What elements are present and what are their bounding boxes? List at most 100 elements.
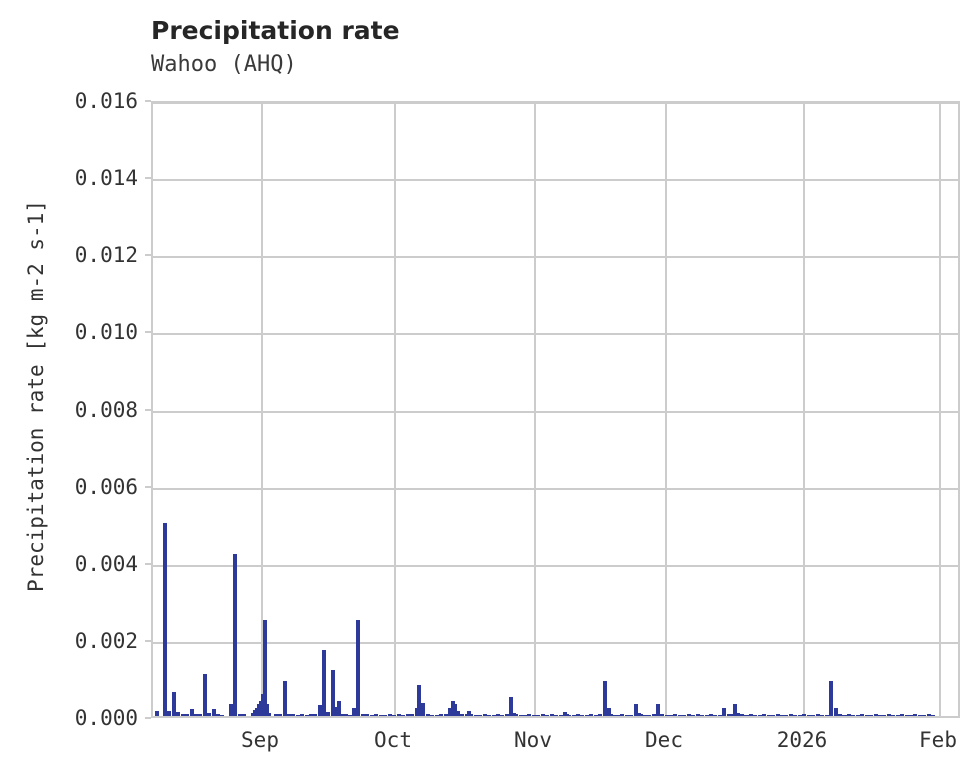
bar	[705, 714, 709, 716]
bar	[927, 714, 931, 716]
bar	[541, 714, 545, 716]
bar	[789, 714, 793, 716]
gridline-vertical	[261, 103, 263, 716]
gridline-horizontal	[153, 564, 958, 567]
bar	[190, 709, 194, 716]
y-tick-mark	[145, 408, 151, 411]
bar	[417, 685, 421, 716]
y-tick-label: 0.006	[74, 474, 138, 499]
x-tick-label: Nov	[514, 728, 552, 752]
bar	[397, 714, 401, 716]
bar	[634, 704, 638, 716]
bar	[718, 714, 722, 716]
bar	[745, 714, 749, 716]
bar	[392, 714, 396, 716]
bar	[340, 713, 344, 716]
gridline-horizontal	[153, 103, 958, 104]
y-tick-label: 0.010	[74, 320, 138, 345]
bar	[843, 714, 847, 716]
bar	[620, 714, 624, 716]
y-tick-label: 0.004	[74, 551, 138, 576]
bar	[514, 714, 518, 716]
chart-title: Precipitation rate	[151, 16, 400, 45]
bar	[483, 714, 487, 716]
bar	[309, 714, 313, 716]
bar	[609, 714, 613, 716]
bar	[891, 714, 895, 716]
y-tick-label: 0.008	[74, 397, 138, 422]
bar	[580, 714, 584, 716]
bar	[207, 712, 211, 716]
bar	[847, 714, 851, 716]
bar	[370, 714, 374, 716]
bar	[181, 713, 185, 716]
bar	[656, 704, 660, 716]
bar	[637, 712, 641, 716]
bar	[496, 714, 500, 716]
bar	[856, 714, 860, 716]
bar	[388, 714, 392, 716]
bar	[348, 714, 352, 716]
bar	[657, 713, 661, 716]
bar	[216, 714, 220, 716]
x-tick-label: Dec	[645, 728, 683, 752]
x-tick-label: Feb	[919, 728, 957, 752]
bar	[505, 713, 509, 716]
bar	[460, 714, 464, 716]
bar	[155, 710, 159, 716]
bar	[545, 714, 549, 716]
gridline-horizontal	[153, 256, 958, 259]
bar	[607, 708, 611, 716]
bar	[265, 704, 269, 716]
bar	[585, 714, 589, 716]
bar	[212, 709, 216, 716]
bar	[733, 704, 737, 716]
bar	[383, 714, 387, 716]
bar	[829, 681, 833, 716]
bar	[629, 714, 633, 716]
bar	[909, 714, 913, 716]
bar	[410, 713, 414, 716]
bar	[922, 714, 926, 716]
bar	[700, 714, 704, 716]
gridline-vertical	[803, 103, 805, 716]
bar	[163, 523, 167, 716]
y-tick-mark	[145, 639, 151, 642]
bar	[709, 714, 713, 716]
y-tick-label: 0.000	[74, 706, 138, 730]
y-tick-mark	[145, 177, 151, 180]
bar	[598, 714, 602, 716]
bar	[753, 714, 757, 716]
bar	[713, 714, 717, 716]
bar	[444, 713, 448, 716]
bar	[616, 714, 620, 716]
bar	[313, 714, 317, 716]
bar	[722, 708, 726, 716]
bar	[825, 714, 829, 716]
bar	[267, 712, 271, 716]
chart-subtitle: Wahoo (AHQ)	[151, 52, 297, 77]
bar	[820, 714, 824, 716]
bar	[229, 704, 233, 716]
bar	[356, 619, 360, 716]
bar	[274, 714, 278, 716]
bar	[784, 714, 788, 716]
bar	[816, 714, 820, 716]
y-axis-tick-labels: 0.000 0.002 0.004 0.006 0.008 0.010 0.012 0.014…	[0, 0, 151, 780]
bar	[669, 714, 673, 716]
bar	[576, 714, 580, 716]
bar	[326, 712, 330, 716]
bar	[536, 714, 540, 716]
y-tick-mark	[145, 331, 151, 334]
bar	[478, 714, 482, 716]
y-tick-label: 0.016	[74, 89, 138, 113]
bar	[305, 714, 309, 716]
bar	[374, 714, 378, 716]
bar	[527, 714, 531, 716]
bar	[337, 701, 341, 716]
y-tick-label: 0.012	[74, 243, 138, 268]
bar	[287, 714, 291, 716]
bar	[296, 714, 300, 716]
bar	[278, 714, 282, 716]
